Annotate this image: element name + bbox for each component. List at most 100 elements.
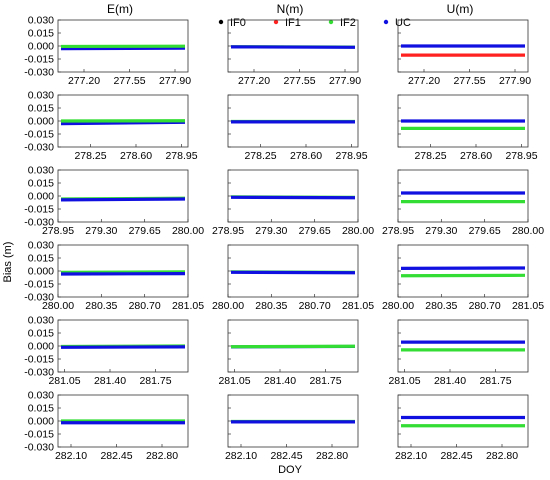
legend-label-if0: IF0 xyxy=(230,17,246,29)
xtick-label: 282.45 xyxy=(440,450,472,462)
xtick-label: 277.55 xyxy=(283,75,315,87)
xtick-label: 278.95 xyxy=(505,150,537,162)
legend-label-if2: IF2 xyxy=(340,17,356,29)
xtick-label: 280.70 xyxy=(469,300,501,312)
xtick-label: 279.65 xyxy=(129,225,161,237)
xtick-label: 282.10 xyxy=(225,450,257,462)
xtick-label: 281.40 xyxy=(264,375,296,387)
panel-u-row3: 278.95 279.30 279.65 280.00 xyxy=(382,169,544,237)
panel-frame xyxy=(397,244,529,298)
panel-u-row4: 280.00 280.35 280.70 281.05 xyxy=(382,244,544,312)
legend-marker-if2 xyxy=(328,19,334,25)
ytick-label-r3-3: 0.000 xyxy=(28,191,54,203)
ytick-label-r1-3: 0.000 xyxy=(28,41,54,53)
xtick-label: 280.00 xyxy=(342,225,374,237)
xtick-label: 280.35 xyxy=(255,300,287,312)
xtick-label: 278.95 xyxy=(335,150,367,162)
xtick-label: 281.75 xyxy=(309,375,341,387)
legend-marker-uc xyxy=(383,19,389,25)
ytick-label-r4-5: -0.030 xyxy=(24,292,54,304)
panel-n-row2: 278.25 278.60 278.95 xyxy=(227,94,368,162)
xtick-label: 282.10 xyxy=(395,450,427,462)
xtick-label: 277.90 xyxy=(329,75,361,87)
panel-frame xyxy=(57,169,189,223)
series-uc-e-row3 xyxy=(60,197,186,202)
series-uc-e-row2 xyxy=(60,120,186,126)
xtick-label: 281.05 xyxy=(512,300,544,312)
panel-u-row1: 277.20 277.55 277.90 xyxy=(397,19,531,87)
panel-n-row5: 281.05 281.40 281.75 xyxy=(218,319,359,387)
column-title-n: N(m) xyxy=(277,2,304,16)
xtick-label: 277.20 xyxy=(408,75,440,87)
ytick-label-r6-3: 0.000 xyxy=(28,416,54,428)
xtick-label: 277.20 xyxy=(68,75,100,87)
panel-e-row3: 278.95 279.30 279.65 280.00 xyxy=(42,169,204,237)
xtick-label: 280.00 xyxy=(42,300,74,312)
xtick-label: 281.40 xyxy=(94,375,126,387)
ytick-label-r1-4: -0.015 xyxy=(24,54,54,66)
xtick-label: 282.45 xyxy=(270,450,302,462)
ytick-label-r6-5: -0.030 xyxy=(24,442,54,454)
panel-e-row6: 282.10 282.45 282.80 xyxy=(55,394,189,462)
ytick-label-r2-1: 0.030 xyxy=(28,90,54,102)
xtick-label: 278.25 xyxy=(414,150,446,162)
panel-frame xyxy=(397,394,529,448)
ytick-label-r6-1: 0.030 xyxy=(28,390,54,402)
ytick-label-r2-3: 0.000 xyxy=(28,116,54,128)
legend-label-uc: UC xyxy=(395,17,411,29)
ytick-label-r3-4: -0.015 xyxy=(24,204,54,216)
legend-marker-if1 xyxy=(273,19,279,25)
ytick-label-r1-5: -0.030 xyxy=(24,67,54,79)
xtick-label: 281.05 xyxy=(48,375,80,387)
xtick-label: 279.30 xyxy=(425,225,457,237)
ytick-label-r1-2: 0.015 xyxy=(28,28,54,40)
ytick-label-r4-2: 0.015 xyxy=(28,253,54,265)
legend-marker-if0 xyxy=(218,19,224,25)
ytick-label-r2-2: 0.015 xyxy=(28,103,54,115)
xtick-label: 281.05 xyxy=(388,375,420,387)
xtick-label: 282.80 xyxy=(316,450,348,462)
panel-n-row3: 278.95 279.30 279.65 280.00 xyxy=(212,169,374,237)
xtick-label: 279.30 xyxy=(85,225,117,237)
xtick-label: 279.65 xyxy=(469,225,501,237)
xtick-label: 282.80 xyxy=(146,450,178,462)
ytick-label-r2-5: -0.030 xyxy=(24,142,54,154)
xtick-label: 278.95 xyxy=(212,225,244,237)
xtick-label: 277.20 xyxy=(238,75,270,87)
panel-e-row5: 281.05 281.40 281.75 xyxy=(48,319,189,387)
xtick-label: 280.70 xyxy=(129,300,161,312)
xtick-label: 281.75 xyxy=(139,375,171,387)
xtick-label: 280.35 xyxy=(425,300,457,312)
ytick-label-r6-2: 0.015 xyxy=(28,403,54,415)
x-axis-title: DOY xyxy=(278,464,303,476)
xtick-label: 277.55 xyxy=(113,75,145,87)
ytick-label-r5-2: 0.015 xyxy=(28,328,54,340)
panel-n-row6: 282.10 282.45 282.80 xyxy=(225,394,359,462)
ytick-label-r2-4: -0.015 xyxy=(24,129,54,141)
legend: IF0 IF1 IF2 UC xyxy=(218,17,411,29)
xtick-label: 280.35 xyxy=(85,300,117,312)
panel-frame xyxy=(397,169,529,223)
column-title-u: U(m) xyxy=(447,2,474,16)
panel-u-row2: 278.25 278.60 278.95 xyxy=(397,94,538,162)
xtick-label: 278.60 xyxy=(290,150,322,162)
xtick-label: 280.00 xyxy=(382,300,414,312)
ytick-label-r6-4: -0.015 xyxy=(24,429,54,441)
xtick-label: 278.25 xyxy=(244,150,276,162)
xtick-label: 280.70 xyxy=(299,300,331,312)
ytick-label-r3-5: -0.030 xyxy=(24,217,54,229)
panel-e-row1: 277.20 277.55 277.90 xyxy=(57,19,191,87)
xtick-label: 277.90 xyxy=(159,75,191,87)
xtick-label: 281.05 xyxy=(342,300,374,312)
xtick-label: 279.30 xyxy=(255,225,287,237)
xtick-label: 278.60 xyxy=(460,150,492,162)
ytick-label-r4-1: 0.030 xyxy=(28,240,54,252)
panel-frame xyxy=(397,319,529,373)
legend-label-if1: IF1 xyxy=(285,17,301,29)
y-axis-title: Bias (m) xyxy=(2,242,14,283)
panel-e-row2: 278.25 278.60 278.95 xyxy=(57,94,198,162)
ytick-label-r1-1: 0.030 xyxy=(28,15,54,27)
xtick-label: 277.55 xyxy=(453,75,485,87)
xtick-label: 282.80 xyxy=(486,450,518,462)
